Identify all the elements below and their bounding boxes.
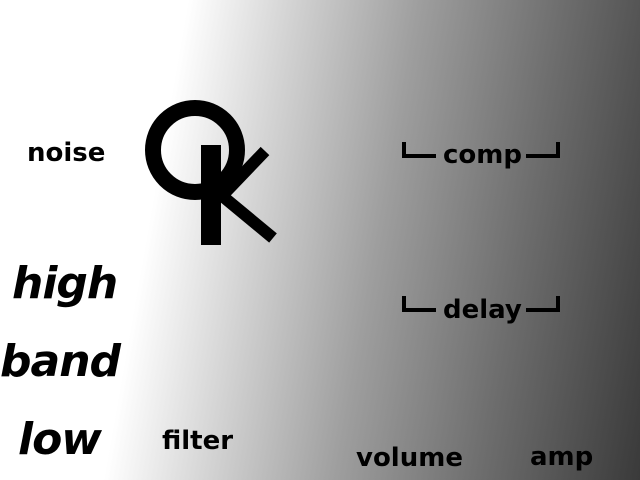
- ok-logo-icon: [145, 100, 277, 245]
- filter-low-button[interactable]: low: [18, 414, 102, 465]
- amp-label[interactable]: amp: [530, 442, 594, 472]
- filter-band-button[interactable]: band: [0, 336, 121, 387]
- volume-label[interactable]: volume: [356, 443, 463, 473]
- comp-bracket-left: [402, 142, 436, 158]
- delay-bracket-left: [402, 296, 436, 312]
- filter-label: filter: [162, 426, 234, 456]
- noise-button[interactable]: noise: [27, 138, 106, 168]
- comp-bracket-right: [526, 142, 560, 158]
- comp-label: comp: [443, 140, 522, 170]
- delay-label: delay: [443, 295, 522, 325]
- delay-bracket-right: [526, 296, 560, 312]
- filter-high-button[interactable]: high: [12, 258, 118, 309]
